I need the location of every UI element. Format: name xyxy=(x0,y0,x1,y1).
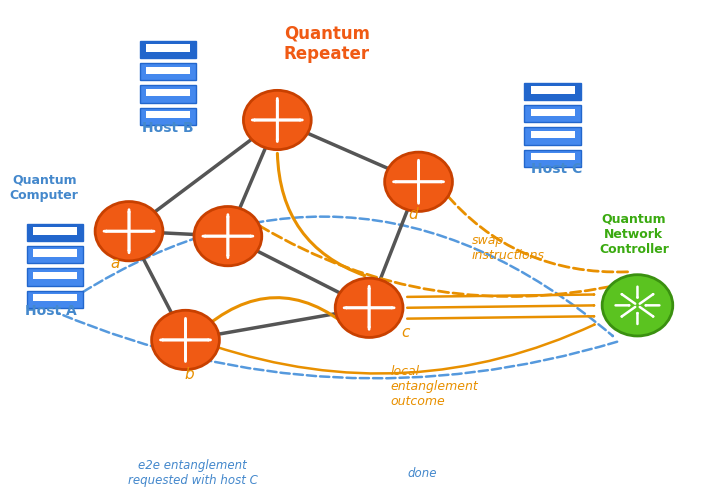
Bar xyxy=(146,111,190,118)
Ellipse shape xyxy=(335,278,403,337)
Bar xyxy=(530,131,575,138)
Bar xyxy=(33,249,77,257)
Bar xyxy=(146,67,190,74)
FancyBboxPatch shape xyxy=(26,224,83,241)
FancyBboxPatch shape xyxy=(525,83,581,100)
FancyBboxPatch shape xyxy=(525,150,581,167)
Ellipse shape xyxy=(95,202,163,261)
Ellipse shape xyxy=(194,206,262,266)
FancyBboxPatch shape xyxy=(26,268,83,286)
Text: e2e entanglement
requested with host C: e2e entanglement requested with host C xyxy=(128,459,257,487)
FancyBboxPatch shape xyxy=(525,105,581,122)
Bar xyxy=(530,109,575,116)
Text: b: b xyxy=(184,367,194,383)
Bar xyxy=(530,86,575,93)
FancyBboxPatch shape xyxy=(140,108,196,125)
FancyBboxPatch shape xyxy=(140,85,196,103)
Bar xyxy=(146,44,190,52)
Text: done: done xyxy=(407,467,437,480)
Bar xyxy=(33,294,77,301)
Bar xyxy=(33,227,77,235)
Text: Host C: Host C xyxy=(530,163,582,176)
Ellipse shape xyxy=(243,90,311,150)
Text: Quantum
Computer: Quantum Computer xyxy=(10,173,78,202)
Bar xyxy=(33,272,77,279)
Text: d: d xyxy=(408,207,418,222)
Bar xyxy=(530,153,575,161)
Text: Quantum
Network
Controller: Quantum Network Controller xyxy=(599,213,669,256)
Ellipse shape xyxy=(602,275,673,336)
Bar xyxy=(146,89,190,96)
Text: swap
instructions: swap instructions xyxy=(471,234,545,262)
Ellipse shape xyxy=(152,310,220,370)
FancyBboxPatch shape xyxy=(26,246,83,263)
Text: c: c xyxy=(401,326,410,340)
Ellipse shape xyxy=(384,152,453,211)
Text: Host B: Host B xyxy=(142,121,194,135)
FancyBboxPatch shape xyxy=(525,127,581,145)
FancyBboxPatch shape xyxy=(26,291,83,308)
Text: local
entanglement
outcome: local entanglement outcome xyxy=(390,365,478,408)
Text: Host A: Host A xyxy=(26,304,77,318)
FancyBboxPatch shape xyxy=(140,41,196,58)
FancyBboxPatch shape xyxy=(140,63,196,81)
Text: a: a xyxy=(111,256,120,271)
Text: Quantum
Repeater: Quantum Repeater xyxy=(284,24,370,63)
